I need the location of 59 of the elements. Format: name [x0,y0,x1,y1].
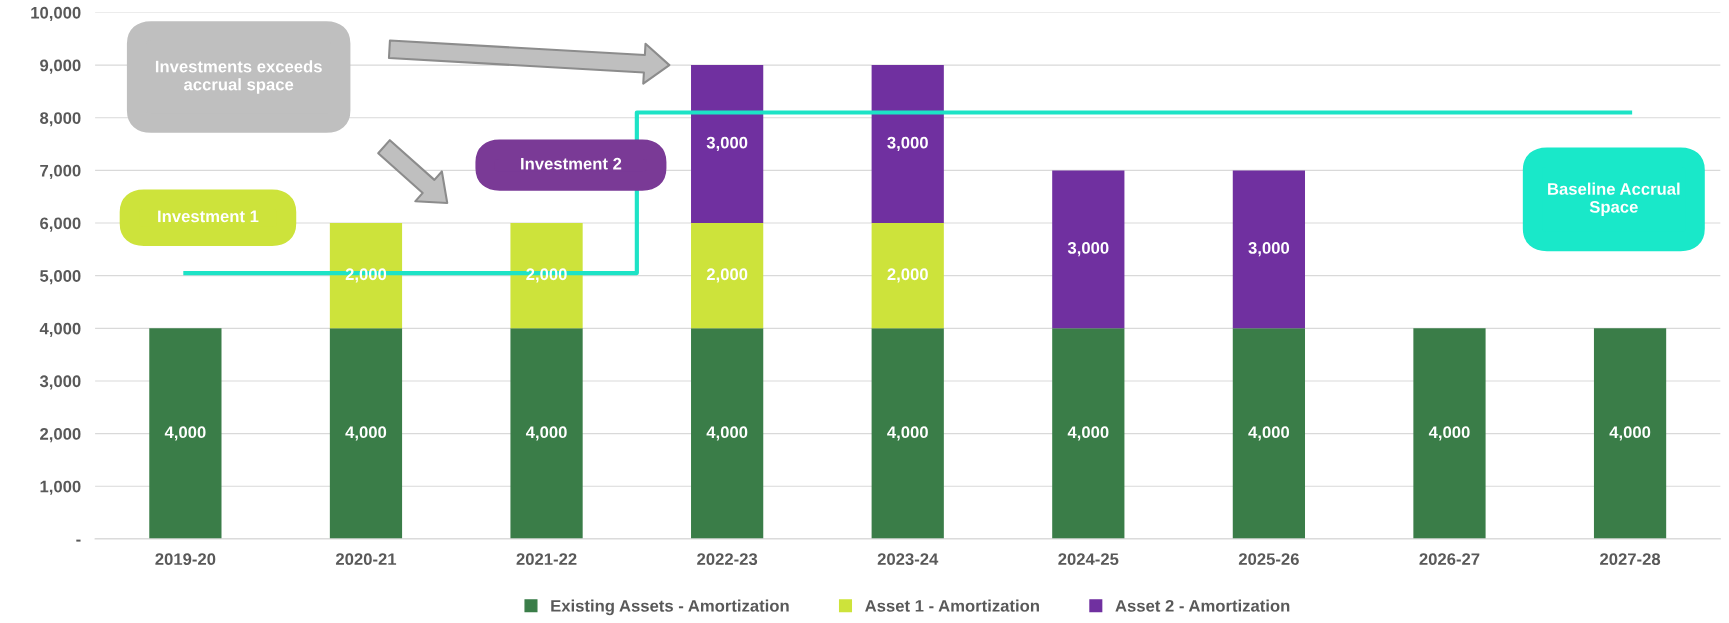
data-label: 3,000 [706,136,748,151]
x-tick-label: 2021-22 [516,553,577,566]
bar [1232,328,1306,539]
data-label: 4,000 [1428,426,1470,441]
bar [1593,328,1667,539]
data-label: 3,000 [887,136,928,151]
y-tick-label: 2,000 [40,428,81,443]
x-tick-label: 2024-25 [1058,553,1119,566]
data-label: 4,000 [1248,426,1290,441]
bar [691,223,764,329]
data-label: 4,000 [164,426,206,441]
data-label: 4,000 [1609,426,1651,441]
data-label: 3,000 [1067,242,1109,257]
data-label: 4,000 [887,426,928,441]
x-tick-label: 2023-24 [877,553,939,566]
y-tick-label: 5,000 [40,270,81,285]
bar [1413,328,1486,539]
bar [329,223,403,329]
bar [871,328,944,539]
bar [149,328,222,539]
bar [329,328,403,539]
annotation: Investment 1 [158,210,259,223]
bar [510,328,583,539]
legend-label: Asset 2 - Amortization [1115,599,1290,612]
data-label: 2,000 [706,268,748,283]
bar [871,65,944,224]
y-tick-label: 3,000 [39,375,81,390]
data-label: 4,000 [525,426,567,441]
bar [1052,170,1125,329]
x-tick-label: 2022-23 [697,553,758,566]
legend-label: Existing Assets - Amortization [551,599,789,616]
y-tick-label: 9,000 [40,59,81,74]
x-tick-label: 2026-27 [1419,553,1480,566]
data-label: 4,000 [345,426,387,441]
y-tick-label: 7,000 [40,164,81,180]
annotation: Investments exceeds accrual space [155,60,322,94]
y-tick-label: 8,000 [40,112,81,127]
y-tick-label: 10,000 [31,6,81,22]
y-tick-label: 6,000 [40,217,81,232]
y-tick-label: 1,000 [40,480,81,495]
x-tick-label: 2020-21 [335,553,397,566]
bar [691,65,764,224]
data-label: 4,000 [1067,426,1109,441]
annotation: Investment 2 [521,157,622,170]
legend-label: Asset 1 - Amortization [865,599,1039,612]
bar [871,223,944,329]
y-tick-label: - [76,539,81,542]
x-tick-label: 2027-28 [1600,553,1661,566]
x-tick-label: 2019-20 [155,553,216,566]
bar [1232,170,1306,329]
bar [1052,328,1125,539]
bar [691,328,764,539]
data-label: 3,000 [1248,242,1290,257]
bar [510,223,583,329]
y-tick-label: 4,000 [39,322,81,337]
x-tick-label: 2025-26 [1238,553,1299,566]
data-label: 2,000 [887,268,928,283]
data-label: 4,000 [706,426,748,441]
annotation: Baseline Accrual Space [1548,182,1680,217]
